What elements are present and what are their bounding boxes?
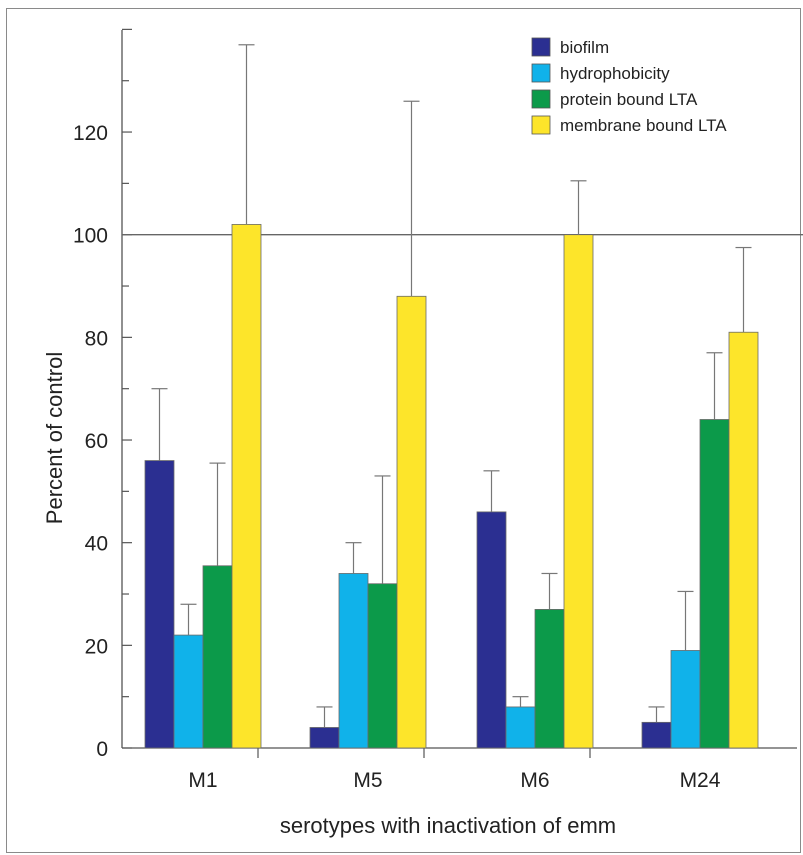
bar-biofilm-M1 <box>144 460 175 749</box>
legend-label: membrane bound LTA <box>560 116 727 135</box>
legend-swatch <box>531 115 551 135</box>
bars <box>144 44 759 749</box>
bar-membrane-bound-LTA-M6 <box>563 234 594 749</box>
bar-protein-bound-LTA-M24 <box>699 419 730 749</box>
bar-biofilm-M5 <box>309 727 340 749</box>
x-tick-label-M24: M24 <box>680 769 721 792</box>
bar-hydrophobicity-M6 <box>505 706 536 749</box>
bar-protein-bound-LTA-M5 <box>367 583 398 749</box>
y-tick-label: 100 <box>73 225 108 248</box>
legend-label: protein bound LTA <box>560 90 698 109</box>
bar-membrane-bound-LTA-M1 <box>231 224 262 749</box>
bar-membrane-bound-LTA-M24 <box>728 331 759 749</box>
legend-label: biofilm <box>560 38 609 57</box>
bar-hydrophobicity-M24 <box>670 650 701 749</box>
axes: 0 20 40 60 80 100 120 M1 M5 M6 M24 <box>73 28 803 792</box>
legend-swatch <box>531 37 551 57</box>
x-tick-label-M1: M1 <box>188 769 217 792</box>
y-tick-label: 0 <box>96 738 108 761</box>
legend-label: hydrophobicity <box>560 64 670 83</box>
bar-hydrophobicity-M5 <box>338 573 369 749</box>
bar-biofilm-M24 <box>641 721 672 749</box>
legend: biofilm hydrophobicity protein bound LTA me… <box>531 37 727 135</box>
bar-hydrophobicity-M1 <box>173 634 204 749</box>
bar-biofilm-M6 <box>476 511 507 749</box>
x-tick-label-M5: M5 <box>353 769 382 792</box>
x-axis-title: serotypes with inactivation of emm <box>280 813 616 838</box>
y-tick-label: 20 <box>85 635 108 658</box>
y-tick-label: 80 <box>85 327 108 350</box>
x-tick-label-M6: M6 <box>520 769 549 792</box>
y-axis-title: Percent of control <box>42 352 67 524</box>
y-tick-label: 60 <box>85 430 108 453</box>
y-tick-label: 120 <box>73 122 108 145</box>
bar-protein-bound-LTA-M1 <box>202 565 233 749</box>
y-tick-label: 40 <box>85 533 108 556</box>
legend-swatch <box>531 89 551 109</box>
bar-protein-bound-LTA-M6 <box>534 609 565 749</box>
legend-swatch <box>531 63 551 83</box>
bar-membrane-bound-LTA-M5 <box>396 295 427 749</box>
